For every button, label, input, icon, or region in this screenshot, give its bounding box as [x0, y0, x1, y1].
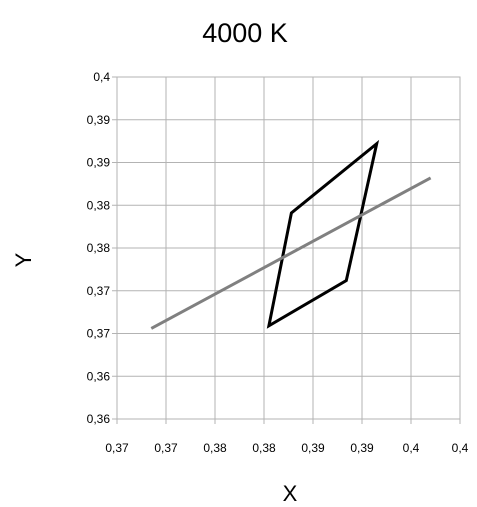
series-layer [150, 139, 432, 330]
y-tick-label: 0,4 [93, 70, 110, 84]
y-tick-label: 0,39 [87, 113, 111, 127]
x-tick-label: 0,37 [105, 441, 129, 455]
chart-title: 4000 K [202, 18, 288, 48]
x-tick-label: 0,38 [252, 441, 276, 455]
x-tick-label: 0,4 [403, 441, 420, 455]
y-tick-label: 0,37 [87, 327, 111, 341]
y-tick-label: 0,36 [87, 412, 111, 426]
x-tick-label: 0,39 [350, 441, 374, 455]
grid [112, 76, 461, 424]
x-axis-title: X [283, 481, 298, 506]
plot-frame [116, 76, 461, 420]
y-tick-label: 0,36 [87, 369, 111, 383]
x-tick-label: 0,4 [452, 441, 469, 455]
x-tick-label: 0,39 [301, 441, 325, 455]
x-tick-label: 0,37 [154, 441, 178, 455]
y-axis-ticks: 0,36 0,36 0,37 0,37 0,38 0,38 0,39 0,39 0,4 [87, 70, 111, 426]
y-tick-label: 0,38 [87, 198, 111, 212]
planckian-locus-series [150, 176, 432, 330]
y-tick-label: 0,39 [87, 156, 111, 170]
y-tick-label: 0,37 [87, 284, 111, 298]
x-axis-ticks: 0,37 0,37 0,38 0,38 0,39 0,39 0,4 0,4 [105, 441, 468, 455]
x-tick-label: 0,38 [203, 441, 227, 455]
y-axis-title: Y [11, 252, 36, 267]
y-tick-label: 0,38 [87, 241, 111, 255]
